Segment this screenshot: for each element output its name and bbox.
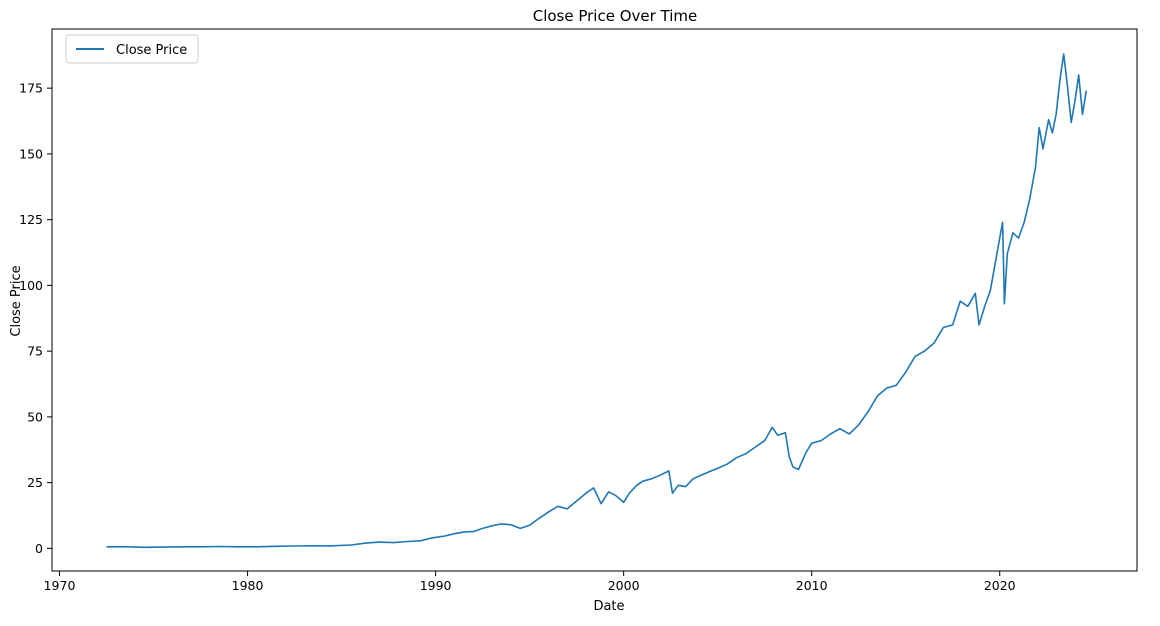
plot-area: 1970 1980 1990 2000 2010 2020 0 25 50 75 100 125 15…: [19, 28, 1138, 593]
x-tick-label: 2010: [796, 578, 828, 593]
legend-box: [65, 34, 199, 64]
x-tick-label: 1970: [44, 578, 76, 593]
y-tick-label: 25: [27, 475, 43, 490]
y-axis-label: Close Price: [9, 265, 24, 336]
x-tick-label: 1980: [232, 578, 264, 593]
x-tick-label: 2020: [984, 578, 1016, 593]
x-tick-label: 2000: [608, 578, 640, 593]
chart-title: Close Price Over Time: [533, 7, 698, 25]
series-line-close-price: [106, 53, 1087, 549]
y-tick-label: 50: [27, 409, 43, 424]
y-tick-label: 125: [19, 212, 43, 227]
x-axis-label: Date: [593, 599, 624, 614]
y-tick-label: 175: [19, 81, 43, 96]
legend: Close Price: [65, 34, 199, 64]
x-axis-ticks: 1970 1980 1990 2000 2010 2020: [44, 571, 1016, 593]
y-axis-ticks: 0 25 50 75 100 125 150 175: [19, 81, 52, 556]
plot-frame: [51, 28, 1138, 572]
x-tick-label: 1990: [420, 578, 452, 593]
y-tick-label: 150: [19, 146, 43, 161]
legend-label-close-price: Close Price: [116, 43, 187, 58]
y-tick-label: 0: [35, 541, 43, 556]
y-tick-label: 75: [27, 344, 43, 359]
y-tick-label: 100: [19, 278, 43, 293]
